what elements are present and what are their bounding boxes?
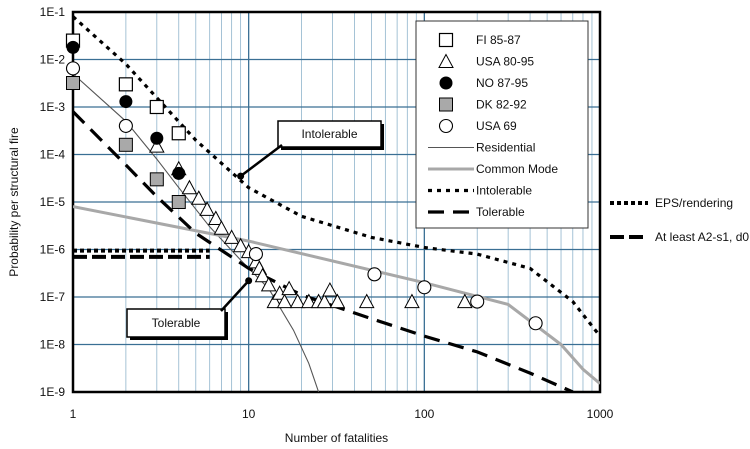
point-usa-80-95 <box>190 190 207 205</box>
legend-marker <box>439 97 453 112</box>
point-usa-80-95 <box>232 237 249 253</box>
annotation-arrow-head <box>237 172 245 180</box>
x-tick-label: 1 <box>70 407 77 421</box>
point-usa-80-95 <box>207 210 224 225</box>
y-tick-label: 1E-3 <box>40 100 66 114</box>
point-usa-69 <box>65 61 81 76</box>
point-dk-82-92 <box>118 137 133 152</box>
point-dk-82-92 <box>171 195 186 209</box>
legend-label: Common Mode <box>476 162 558 176</box>
point-no-87-95 <box>150 131 164 145</box>
point-usa-80-95 <box>358 293 375 309</box>
annotation-arrow <box>239 144 283 178</box>
x-tick-label: 10 <box>242 407 256 421</box>
point-no-87-95 <box>119 95 133 109</box>
outside-legend: EPS/rendering At least A2-s1, d0 <box>610 196 749 244</box>
point-usa-80-95 <box>281 280 297 296</box>
annotation-box <box>126 308 226 338</box>
curve-intolerable <box>73 15 600 338</box>
annotation-arrow <box>220 279 250 312</box>
legend-label: USA 69 <box>476 119 517 133</box>
plot-frame <box>71 10 602 394</box>
curve-layer <box>73 15 600 392</box>
curve-tolerable <box>73 110 574 392</box>
curve-common-mode <box>73 205 600 385</box>
point-usa-80-95 <box>316 293 333 309</box>
legend-label: Intolerable <box>476 184 532 198</box>
point-usa-80-95 <box>254 267 271 283</box>
legend-label: DK 82-92 <box>476 98 527 112</box>
point-dk-82-92 <box>66 76 80 91</box>
legend-label: USA 80-95 <box>476 55 534 69</box>
point-usa-69 <box>367 267 382 282</box>
point-usa-80-95 <box>148 138 165 153</box>
point-no-87-95 <box>66 40 80 54</box>
point-usa-80-95 <box>329 293 346 309</box>
point-usa-80-95 <box>266 293 283 309</box>
point-dk-82-92 <box>149 172 164 187</box>
annotations: Intolerable Tolerable <box>126 120 384 340</box>
annotation-box <box>277 120 382 148</box>
y-tick-label: 1E-9 <box>40 385 66 399</box>
point-usa-80-95 <box>404 293 420 309</box>
legend-marker <box>439 76 453 90</box>
point-usa-69 <box>417 280 432 295</box>
annotation-text: Tolerable <box>152 316 201 330</box>
point-usa-69 <box>528 316 543 331</box>
y-tick-label: 1E-6 <box>40 243 66 257</box>
point-fi-85-87 <box>171 126 186 141</box>
annotation-arrow-head <box>245 277 253 285</box>
y-tick-label: 1E-7 <box>40 290 66 304</box>
point-usa-80-95 <box>223 229 240 244</box>
point-usa-80-95 <box>456 293 473 309</box>
tick-labels: 1 10 100 1000 1E-1 1E-2 1E-3 1E-4 1E-5 1E-6 1E-7 1E… <box>40 5 614 421</box>
point-usa-80-95 <box>276 293 293 309</box>
point-usa-80-95 <box>260 276 277 292</box>
point-usa-80-95 <box>199 201 215 216</box>
y-tick-label: 1E-4 <box>40 148 66 162</box>
legend: FI 85-87 USA 80-95 NO 87-95 DK 82-92 USA 69 R… <box>415 20 589 229</box>
point-usa-80-95 <box>181 179 198 195</box>
y-tick-label: 1E-5 <box>40 195 66 209</box>
y-tick-label: 1E-8 <box>40 338 66 352</box>
x-axis-label: Number of fatalities <box>285 431 388 445</box>
legend-label: Tolerable <box>476 205 525 219</box>
y-tick-label: 1E-1 <box>40 5 66 19</box>
point-usa-80-95 <box>213 220 230 235</box>
x-tick-label: 1000 <box>587 407 614 421</box>
annotation-text: Intolerable <box>301 127 357 141</box>
legend-marker <box>438 118 454 134</box>
legend-label: Residential <box>476 141 535 155</box>
x-tick-label: 100 <box>414 407 434 421</box>
point-usa-80-95 <box>322 282 338 297</box>
outside-legend-label: EPS/rendering <box>655 196 733 210</box>
y-tick-label: 1E-2 <box>40 53 66 67</box>
point-usa-69 <box>248 247 263 262</box>
legend-marker <box>438 53 454 68</box>
marker-layer <box>65 33 543 331</box>
point-no-87-95 <box>172 166 186 180</box>
point-usa-69 <box>470 294 485 309</box>
legend-label: NO 87-95 <box>476 76 528 90</box>
point-usa-80-95 <box>289 293 306 309</box>
point-fi-85-87 <box>118 77 133 92</box>
outside-legend-label: At least A2-s1, d0 <box>655 230 749 244</box>
legend-marker <box>438 32 454 48</box>
legend-label: FI 85-87 <box>476 33 521 47</box>
y-axis-label: Probability per structural fire <box>7 127 21 277</box>
point-usa-69 <box>118 118 133 133</box>
point-usa-80-95 <box>300 293 317 309</box>
point-fi-85-87 <box>149 99 164 115</box>
